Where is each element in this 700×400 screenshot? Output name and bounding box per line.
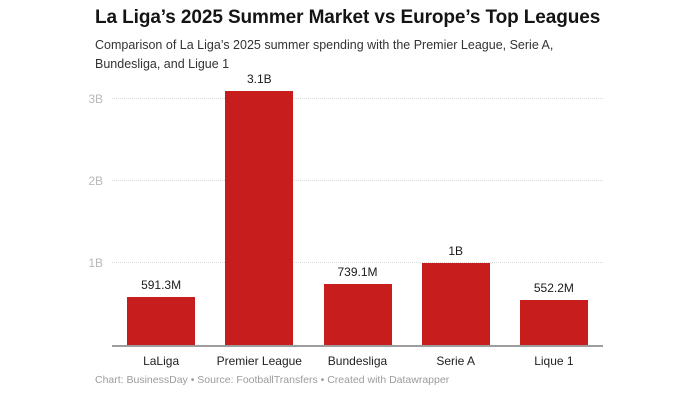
x-axis-label: Lique 1 (534, 354, 574, 368)
bar-value-label: 1B (448, 244, 464, 258)
gridline: 3B (88, 92, 603, 106)
y-tick-label: 2B (88, 174, 103, 188)
chart-subtitle: Comparison of La Liga’s 2025 summer spen… (95, 38, 554, 71)
plot-area: 1B 2B 3B 591.3M LaLiga 3.1B Premier League 739.… (88, 71, 603, 368)
bar[interactable] (127, 296, 196, 345)
x-axis-label: Bundesliga (327, 354, 388, 368)
footer-credit: Chart: BusinessDay • Source: FootballTra… (95, 374, 450, 386)
x-axis-label: Serie A (436, 354, 476, 368)
y-tick-label: 1B (88, 256, 103, 270)
bar-value-label: 552.2M (533, 280, 574, 295)
bar[interactable] (421, 263, 490, 345)
bar[interactable] (225, 90, 294, 345)
x-axis-label: Premier League (216, 354, 302, 368)
y-tick-label: 3B (88, 92, 103, 106)
x-axis-label: LaLiga (143, 354, 180, 368)
bar[interactable] (519, 299, 588, 345)
page-title: La Liga’s 2025 Summer Market vs Europe’s… (95, 7, 601, 28)
x-axis-line (112, 345, 603, 347)
bar[interactable] (323, 284, 392, 345)
bar-value-label: 3.1B (246, 71, 272, 86)
bar-value-label: 739.1M (337, 265, 378, 280)
gridline: 2B (88, 174, 603, 188)
gridline: 1B (88, 256, 603, 270)
bar-value-label: 591.3M (141, 277, 182, 292)
